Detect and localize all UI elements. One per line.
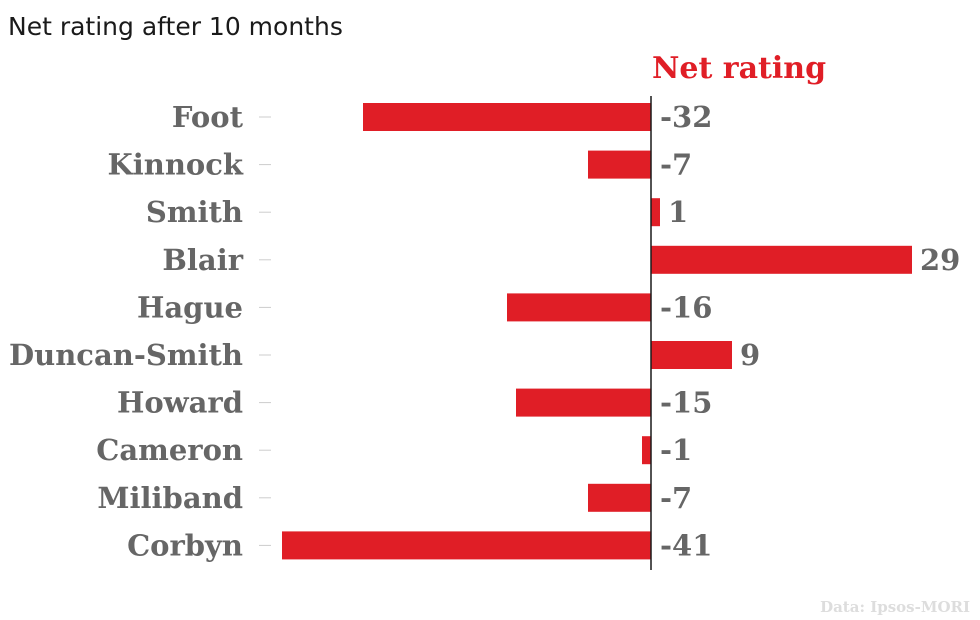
source-note: Data: Ipsos-MORI (820, 598, 970, 616)
value-label: -32 (660, 100, 712, 134)
category-label: Howard (117, 386, 243, 420)
category-label: Hague (137, 290, 243, 324)
category-label: Blair (162, 243, 243, 277)
bar-howard (516, 388, 651, 417)
bar-rows: Foot -32 Kinnock -7 Smith 1 Blair 29 Hague -16 Dun… (9, 100, 960, 562)
value-label: -7 (660, 148, 692, 182)
value-label: 9 (740, 338, 760, 372)
chart-title: Net rating after 10 months (8, 12, 343, 41)
bar-kinnock (588, 150, 651, 179)
category-label: Corbyn (127, 528, 243, 562)
bar-foot (363, 103, 651, 131)
value-label: 29 (920, 243, 960, 277)
bar-blair (651, 245, 912, 274)
value-label: -41 (660, 528, 712, 562)
value-label: 1 (668, 195, 688, 229)
category-label: Miliband (97, 481, 243, 515)
bar-miliband (588, 483, 651, 512)
value-label: -1 (660, 433, 692, 467)
category-label: Cameron (96, 433, 243, 467)
value-label: -16 (660, 290, 712, 324)
value-label: -15 (660, 386, 712, 420)
category-label: Smith (146, 195, 243, 229)
category-label: Kinnock (108, 148, 244, 182)
bar-duncan-smith (651, 341, 732, 369)
bar-hague (507, 293, 651, 322)
category-label: Foot (172, 100, 244, 134)
category-label: Duncan-Smith (9, 338, 243, 372)
value-label: -7 (660, 481, 692, 515)
bar-smith (651, 198, 660, 227)
bar-cameron (642, 436, 651, 465)
series-title: Net rating (652, 51, 826, 86)
bar-corbyn (282, 531, 651, 560)
